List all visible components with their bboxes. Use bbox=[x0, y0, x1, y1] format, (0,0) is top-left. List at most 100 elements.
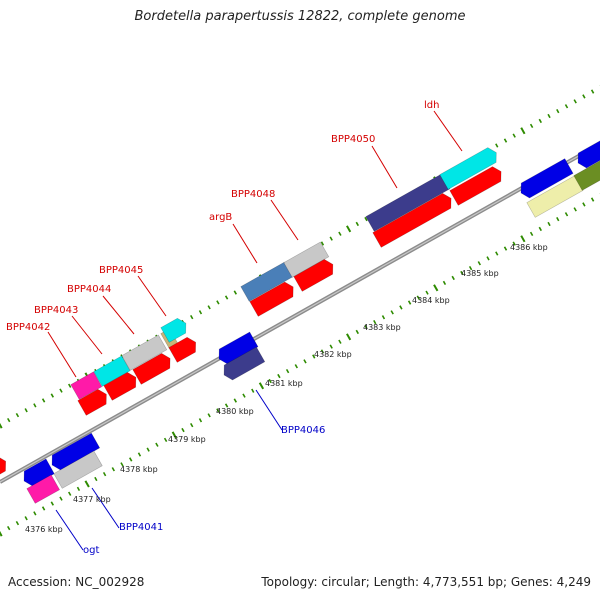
feature-reverse-blue bbox=[23, 458, 55, 487]
lower-row-tick bbox=[338, 339, 342, 344]
leader-bpp4048 bbox=[270, 199, 299, 241]
upper-row-tick bbox=[529, 123, 534, 128]
lower-row-tick bbox=[181, 427, 185, 433]
feature-bpp4041 bbox=[53, 450, 103, 489]
lower-row-tick bbox=[94, 476, 98, 482]
lower-row-tick bbox=[84, 480, 90, 488]
lower-row-tick bbox=[50, 501, 54, 506]
scale-labels: 4376 kbp 4377 kbp 4378 kbp 4379 kbp 4380… bbox=[25, 243, 548, 534]
feature-label-bpp4042[interactable]: BPP4042 bbox=[6, 322, 50, 333]
scale-label-4378: 4378 kbp bbox=[120, 465, 158, 474]
leader-bpp4045 bbox=[137, 275, 167, 317]
upper-row-tick bbox=[582, 94, 586, 99]
feature-label-bpp4046[interactable]: BPP4046 bbox=[281, 425, 325, 436]
upper-row-tick bbox=[495, 143, 499, 148]
lower-row-tick bbox=[216, 408, 220, 413]
lower-row-tick bbox=[381, 315, 386, 320]
lower-row-tick bbox=[564, 212, 569, 217]
leader-bpp4044 bbox=[102, 295, 135, 335]
feature-label-bpp4050[interactable]: BPP4050 bbox=[331, 134, 375, 145]
lower-row-tick bbox=[416, 295, 420, 300]
leader-bpp4046 bbox=[255, 389, 283, 431]
feature-reverse-magenta bbox=[26, 474, 61, 504]
upper-row-tick bbox=[207, 305, 211, 310]
leader-ogt bbox=[55, 509, 84, 551]
feature-label-bpp4048[interactable]: BPP4048 bbox=[231, 189, 275, 200]
features bbox=[0, 140, 600, 504]
upper-row-tick bbox=[50, 393, 54, 398]
lower-row-tick bbox=[294, 364, 298, 369]
feature-label-ogt[interactable]: ogt bbox=[83, 545, 99, 556]
lower-row-tick bbox=[512, 241, 516, 246]
feature-label-ldh[interactable]: ldh bbox=[424, 100, 439, 111]
lower-row-tick bbox=[346, 333, 352, 341]
upper-row-tick bbox=[547, 113, 551, 119]
lower-row-tick bbox=[538, 226, 542, 232]
feature-bpp4046-b bbox=[223, 346, 266, 381]
lower-row-tick bbox=[477, 261, 481, 266]
upper-row-tick bbox=[120, 354, 124, 359]
feature-ldh bbox=[439, 147, 497, 190]
backbone bbox=[0, 142, 600, 484]
accession-label: Accession: NC_002928 bbox=[8, 575, 145, 589]
lower-row-tick bbox=[407, 300, 412, 305]
feature-label-bpp4041[interactable]: BPP4041 bbox=[119, 522, 163, 533]
lower-row-tick bbox=[573, 207, 577, 212]
upper-row-tick bbox=[503, 138, 508, 143]
lower-row-tick bbox=[242, 393, 246, 398]
lower-row-tick bbox=[373, 320, 377, 325]
scale-label-4384: 4384 kbp bbox=[412, 296, 450, 305]
lower-row-tick bbox=[102, 472, 107, 477]
feature-cds bbox=[77, 388, 107, 416]
upper-row-tick bbox=[233, 290, 237, 295]
lower-row-tick bbox=[468, 266, 473, 271]
map-title: Bordetella parapertussis 12822, complete… bbox=[134, 9, 466, 24]
feature-label-bpp4043[interactable]: BPP4043 bbox=[34, 305, 78, 316]
lower-row-tick bbox=[24, 516, 28, 521]
lower-row-tick bbox=[451, 275, 455, 281]
feature-bpp4046-a bbox=[218, 331, 259, 365]
upper-row-tick bbox=[338, 231, 342, 236]
lower-row-tick bbox=[155, 442, 159, 447]
feature-label-bpp4045[interactable]: BPP4045 bbox=[99, 265, 143, 276]
upper-row-tick bbox=[590, 89, 595, 94]
feature-cds bbox=[103, 372, 137, 401]
scale-label-4381: 4381 kbp bbox=[265, 379, 303, 388]
lower-row-tick bbox=[364, 324, 368, 330]
lower-row-tick bbox=[120, 462, 124, 467]
lower-row-tick bbox=[146, 447, 150, 452]
scale-label-4376: 4376 kbp bbox=[25, 525, 63, 534]
upper-row-tick bbox=[41, 398, 46, 403]
feature-labels: BPP4042 BPP4043 BPP4044 BPP4045 argB BPP… bbox=[6, 100, 439, 556]
upper-row-tick bbox=[520, 127, 526, 135]
feature-bpp4042 bbox=[70, 371, 103, 400]
leader-argb bbox=[232, 223, 258, 264]
lower-row-tick bbox=[399, 305, 403, 310]
upper-row-tick bbox=[0, 422, 3, 429]
lower-row-tick bbox=[529, 231, 534, 236]
leader-bpp4043 bbox=[71, 315, 103, 355]
lower-row-tick bbox=[59, 496, 63, 501]
upper-row-tick bbox=[216, 300, 220, 305]
scale-label-4383: 4383 kbp bbox=[363, 323, 401, 332]
leader-bpp4042 bbox=[47, 331, 77, 378]
feature-reverse-blue bbox=[520, 158, 574, 199]
lower-row-tick bbox=[425, 290, 429, 295]
lower-row-tick bbox=[68, 491, 72, 496]
feature-cds bbox=[249, 281, 294, 317]
upper-row-tick bbox=[573, 99, 577, 104]
lower-row-tick bbox=[320, 349, 325, 354]
feature-label-bpp4044[interactable]: BPP4044 bbox=[67, 284, 111, 295]
lower-row-tick bbox=[198, 418, 203, 423]
upper-row-tick bbox=[329, 236, 333, 241]
scale-label-4380: 4380 kbp bbox=[216, 407, 254, 416]
lower-row-tick bbox=[233, 398, 237, 403]
feature-label-argb[interactable]: argB bbox=[209, 212, 232, 223]
feature-cds bbox=[0, 457, 7, 475]
feature-cds bbox=[132, 353, 171, 385]
lower-row-tick bbox=[277, 373, 281, 379]
upper-row-tick bbox=[346, 225, 352, 233]
scale-label-4386: 4386 kbp bbox=[510, 243, 548, 252]
upper-row-tick bbox=[538, 118, 542, 124]
